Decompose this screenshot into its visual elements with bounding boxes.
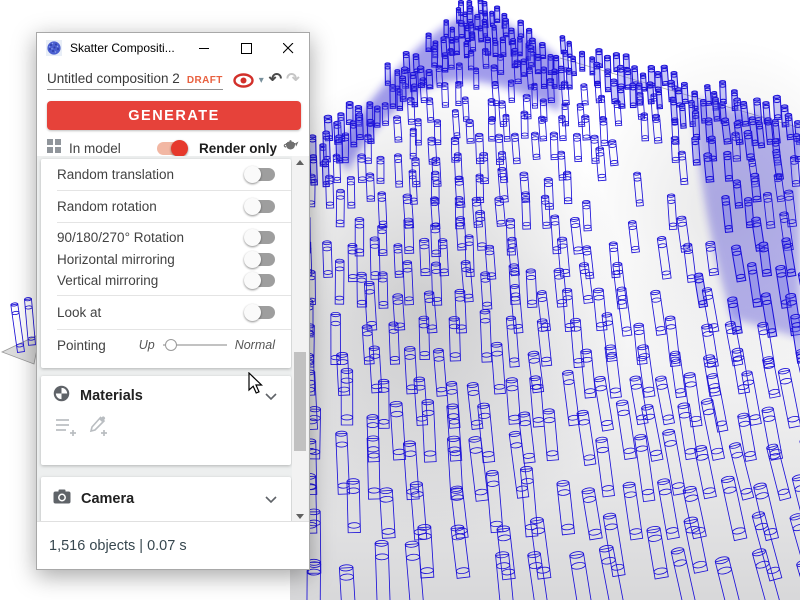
materials-header[interactable]: Materials (41, 376, 291, 414)
transforms-card: Random translation Random rotation 90/18… (41, 159, 291, 368)
in-model-toggle[interactable] (156, 139, 188, 157)
random-translation-toggle[interactable] (244, 166, 275, 183)
composition-name[interactable]: Untitled composition 2 (47, 70, 180, 86)
pointing-max-label: Normal (234, 338, 275, 352)
composition-name-input[interactable]: Untitled composition 2 DRAFT (47, 71, 223, 90)
status-bar: 1,516 objects | 0.07 s (37, 521, 309, 569)
setting-row-vertical-mirroring: Vertical mirroring (41, 271, 291, 295)
minimize-button[interactable] (183, 33, 225, 63)
close-button[interactable] (267, 33, 309, 63)
materials-card: Materials (41, 376, 291, 465)
render-only-label: Render only (198, 140, 277, 156)
add-material-list-icon[interactable] (55, 417, 77, 441)
visibility-eye-icon[interactable] (233, 72, 254, 88)
skatter-logo-icon (46, 40, 62, 56)
pointing-label: Pointing (57, 337, 106, 353)
look-at-toggle[interactable] (244, 304, 275, 321)
camera-card: Camera (41, 477, 291, 523)
maximize-button[interactable] (225, 33, 267, 63)
window-scrollbar[interactable] (292, 156, 308, 523)
render-teapot-icon (282, 139, 299, 157)
object-count-status: 1,516 objects | 0.07 s (49, 537, 187, 554)
pointing-slider-knob[interactable] (164, 339, 177, 351)
window-title: Skatter Compositi... (70, 41, 175, 55)
undo-icon[interactable]: ↶ (268, 71, 283, 88)
camera-chevron-down-icon[interactable] (265, 490, 277, 508)
setting-label: Vertical mirroring (57, 273, 159, 288)
setting-row-90-rotation: 90/180/270° Rotation (41, 223, 291, 247)
in-model-grid-icon (47, 138, 61, 158)
pointing-slider[interactable] (162, 338, 227, 352)
setting-row-random-translation: Random translation (41, 159, 291, 190)
scrollbar-thumb[interactable] (294, 352, 306, 451)
scroll-down-arrow-icon[interactable] (296, 514, 304, 519)
redo-icon[interactable]: ↷ (286, 71, 300, 88)
random-rotation-toggle[interactable] (244, 198, 275, 215)
draft-badge: DRAFT (186, 74, 223, 86)
titlebar[interactable]: Skatter Compositi... (37, 33, 309, 63)
setting-row-random-rotation: Random rotation (41, 191, 291, 222)
camera-icon (53, 489, 71, 509)
generate-button[interactable]: GENERATE (47, 101, 301, 130)
vertical-mirroring-toggle[interactable] (244, 272, 275, 289)
ninety-rotation-toggle[interactable] (244, 229, 275, 246)
setting-label: Random translation (57, 167, 175, 182)
setting-label: Horizontal mirroring (57, 251, 175, 267)
materials-chevron-down-icon[interactable] (265, 387, 277, 405)
materials-sphere-icon (53, 385, 70, 407)
setting-label: Look at (57, 305, 102, 320)
scroll-up-arrow-icon[interactable] (296, 160, 304, 165)
setting-label: 90/180/270° Rotation (57, 230, 184, 245)
setting-row-look-at: Look at (41, 296, 291, 329)
eye-dropdown-caret-icon[interactable]: ▾ (258, 74, 264, 86)
setting-row-horizontal-mirroring: Horizontal mirroring (41, 247, 291, 271)
pointing-min-label: Up (138, 338, 155, 352)
camera-title: Camera (81, 491, 135, 507)
in-model-label: In model (69, 140, 121, 156)
materials-title: Materials (80, 388, 143, 404)
pointing-row: Pointing Up Normal (41, 330, 291, 368)
settings-scroll-area: Random translation Random rotation 90/18… (37, 156, 309, 523)
camera-header[interactable]: Camera (41, 477, 291, 516)
pick-material-eyedropper-icon[interactable] (87, 416, 109, 441)
skatter-window: Skatter Compositi... Untitled compositio… (36, 32, 310, 570)
horizontal-mirroring-toggle[interactable] (244, 250, 275, 268)
setting-label: Random rotation (57, 199, 157, 214)
